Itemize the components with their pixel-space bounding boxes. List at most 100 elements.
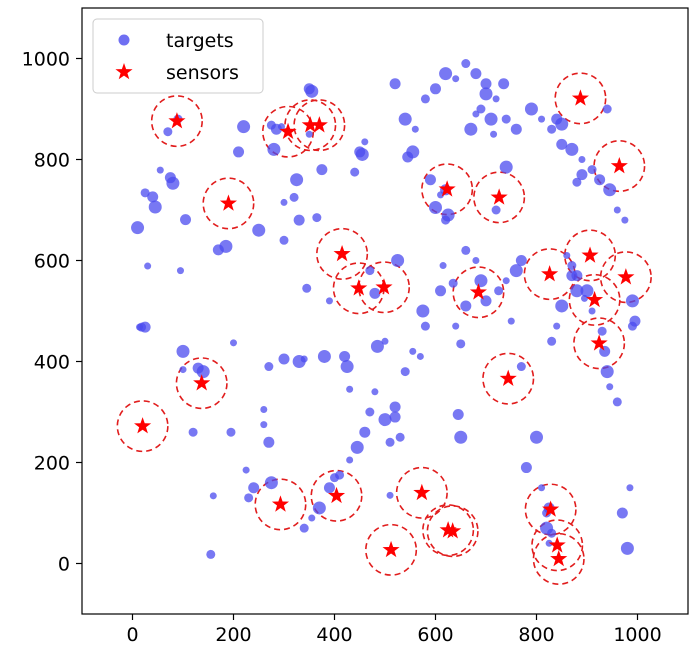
target-point bbox=[386, 491, 394, 499]
target-point bbox=[371, 388, 379, 396]
target-point bbox=[300, 355, 308, 363]
target-point bbox=[156, 166, 164, 174]
sensor-range-circle bbox=[150, 95, 203, 148]
target-point bbox=[626, 484, 634, 492]
target-point bbox=[621, 216, 629, 224]
target-point bbox=[498, 78, 510, 90]
target-point bbox=[501, 114, 511, 124]
target-point bbox=[312, 213, 322, 223]
target-point bbox=[435, 285, 447, 297]
x-tick-label: 1000 bbox=[613, 624, 661, 646]
sensor-point bbox=[382, 540, 400, 558]
legend: targets sensors bbox=[92, 18, 264, 94]
target-point bbox=[572, 177, 582, 187]
target-point bbox=[603, 183, 617, 197]
target-point bbox=[452, 409, 464, 421]
legend-targets-label: targets bbox=[166, 30, 234, 52]
target-point bbox=[553, 322, 561, 330]
sensor-range-circle bbox=[395, 466, 448, 519]
target-point bbox=[233, 146, 245, 158]
target-point bbox=[439, 67, 453, 81]
target-point bbox=[230, 339, 237, 347]
target-point bbox=[563, 251, 571, 259]
sensor-point bbox=[490, 188, 508, 205]
sensor-point bbox=[550, 549, 568, 567]
sensor-range-circle bbox=[365, 523, 418, 576]
target-point bbox=[278, 353, 290, 365]
target-point bbox=[206, 549, 216, 559]
target-point bbox=[264, 476, 278, 490]
target-point bbox=[492, 95, 500, 103]
y-tick-label: 800 bbox=[34, 150, 70, 172]
target-point bbox=[391, 254, 405, 267]
target-point bbox=[576, 169, 588, 181]
target-point bbox=[346, 385, 354, 393]
target-point bbox=[507, 317, 515, 325]
sensor-range-circle bbox=[524, 483, 577, 536]
target-point bbox=[416, 352, 424, 360]
sensor-range-circle bbox=[482, 352, 535, 405]
sensor-point bbox=[271, 495, 290, 512]
sensor-point bbox=[301, 116, 319, 133]
target-point bbox=[520, 462, 532, 474]
target-point bbox=[625, 294, 639, 308]
target-point bbox=[350, 440, 364, 454]
target-point bbox=[411, 125, 419, 133]
target-point bbox=[263, 436, 275, 448]
sensor-point bbox=[168, 112, 186, 129]
target-point bbox=[441, 208, 455, 222]
target-point bbox=[370, 339, 384, 353]
sensor-range-circle bbox=[116, 400, 169, 453]
sensor-point bbox=[350, 279, 368, 296]
target-point bbox=[260, 405, 268, 413]
target-point bbox=[565, 142, 579, 156]
sensor-point bbox=[617, 268, 635, 285]
target-point bbox=[600, 365, 614, 379]
target-point bbox=[480, 78, 492, 90]
sensor-range-circle bbox=[421, 163, 474, 216]
target-point bbox=[176, 344, 190, 358]
sensor-point bbox=[438, 180, 456, 197]
target-point bbox=[389, 411, 401, 423]
target-point bbox=[305, 130, 313, 138]
legend-targets-marker bbox=[118, 34, 130, 46]
y-tick-label: 1000 bbox=[22, 49, 70, 71]
sensor-point bbox=[542, 500, 560, 517]
target-point bbox=[555, 117, 569, 131]
target-point bbox=[323, 482, 335, 494]
target-point bbox=[350, 167, 360, 177]
target-point bbox=[226, 427, 236, 437]
target-point bbox=[474, 274, 488, 288]
sensor-range-circle bbox=[293, 99, 346, 152]
target-point bbox=[308, 514, 316, 522]
sensor-point bbox=[279, 122, 297, 140]
target-point bbox=[452, 322, 460, 330]
target-point bbox=[147, 191, 159, 203]
target-point bbox=[613, 206, 621, 214]
target-point bbox=[461, 245, 471, 255]
sensor-point bbox=[134, 417, 152, 434]
target-point bbox=[416, 304, 430, 318]
target-point bbox=[400, 367, 410, 377]
sensor-point bbox=[548, 536, 566, 553]
target-point bbox=[524, 102, 538, 116]
target-point bbox=[429, 200, 442, 214]
y-tick-label: 400 bbox=[34, 352, 70, 374]
target-point bbox=[555, 299, 569, 313]
target-point bbox=[179, 366, 187, 374]
sensor-point bbox=[219, 194, 238, 211]
target-point bbox=[305, 84, 319, 98]
target-point bbox=[566, 270, 578, 282]
legend-sensors-label: sensors bbox=[166, 62, 239, 84]
target-point bbox=[587, 165, 597, 175]
sensor-range-circle bbox=[422, 504, 475, 557]
target-point bbox=[470, 68, 482, 80]
plot-area-frame bbox=[81, 7, 689, 615]
target-point bbox=[317, 349, 331, 363]
target-point bbox=[494, 286, 504, 296]
y-tick-label: 0 bbox=[58, 554, 70, 576]
target-point bbox=[139, 321, 151, 333]
legend-sensors-marker bbox=[115, 63, 133, 80]
sensor-point bbox=[610, 157, 628, 174]
